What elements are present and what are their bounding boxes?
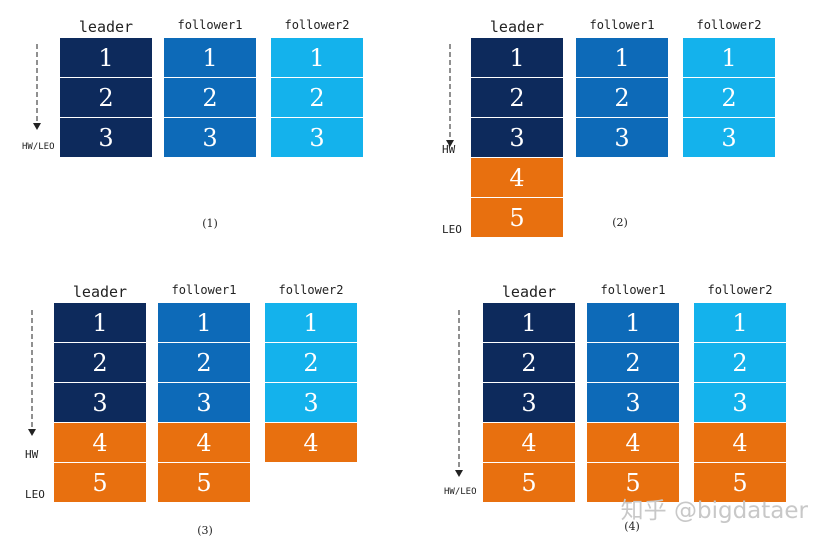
offset-arrow-icon bbox=[28, 310, 36, 436]
watermark: 知乎 @bigdataer bbox=[620, 498, 808, 524]
marker-hw: HW bbox=[25, 448, 39, 461]
uncommitted-message-5: 5 bbox=[471, 198, 563, 237]
committed-message-3: 3 bbox=[587, 383, 679, 422]
committed-message-3: 3 bbox=[271, 118, 363, 157]
committed-message-3: 3 bbox=[158, 383, 250, 422]
committed-message-2: 2 bbox=[265, 343, 357, 382]
column-header-leader: leader bbox=[78, 18, 134, 36]
uncommitted-message-5: 5 bbox=[158, 463, 250, 502]
committed-message-3: 3 bbox=[683, 118, 775, 157]
committed-message-2: 2 bbox=[587, 343, 679, 382]
uncommitted-message-4: 4 bbox=[587, 423, 679, 462]
committed-message-1: 1 bbox=[60, 38, 152, 77]
marker-hw: HW bbox=[442, 143, 456, 156]
committed-message-1: 1 bbox=[271, 38, 363, 77]
committed-message-3: 3 bbox=[483, 383, 575, 422]
column-header-follower2: follower2 bbox=[278, 283, 344, 297]
committed-message-2: 2 bbox=[54, 343, 146, 382]
committed-message-1: 1 bbox=[164, 38, 256, 77]
committed-message-1: 1 bbox=[587, 303, 679, 342]
committed-message-2: 2 bbox=[60, 78, 152, 117]
uncommitted-message-4: 4 bbox=[483, 423, 575, 462]
committed-message-2: 2 bbox=[576, 78, 668, 117]
committed-message-1: 1 bbox=[683, 38, 775, 77]
column-header-leader: leader bbox=[489, 18, 545, 36]
committed-message-2: 2 bbox=[683, 78, 775, 117]
offset-arrow-icon bbox=[446, 44, 454, 147]
uncommitted-message-5: 5 bbox=[483, 463, 575, 502]
committed-message-2: 2 bbox=[483, 343, 575, 382]
column-header-follower1: follower1 bbox=[600, 283, 666, 297]
committed-message-3: 3 bbox=[60, 118, 152, 157]
marker-leo: LEO bbox=[442, 223, 462, 236]
marker-hw-leo: HW/LEO bbox=[22, 142, 55, 152]
column-header-follower1: follower1 bbox=[589, 18, 655, 32]
panel-caption: (3) bbox=[197, 524, 213, 537]
committed-message-3: 3 bbox=[164, 118, 256, 157]
column-header-follower2: follower2 bbox=[707, 283, 773, 297]
committed-message-1: 1 bbox=[265, 303, 357, 342]
column-header-follower2: follower2 bbox=[696, 18, 762, 32]
uncommitted-message-4: 4 bbox=[694, 423, 786, 462]
committed-message-1: 1 bbox=[54, 303, 146, 342]
committed-message-2: 2 bbox=[164, 78, 256, 117]
uncommitted-message-4: 4 bbox=[158, 423, 250, 462]
committed-message-2: 2 bbox=[271, 78, 363, 117]
column-header-follower1: follower1 bbox=[171, 283, 237, 297]
committed-message-1: 1 bbox=[483, 303, 575, 342]
committed-message-3: 3 bbox=[54, 383, 146, 422]
committed-message-3: 3 bbox=[471, 118, 563, 157]
committed-message-1: 1 bbox=[576, 38, 668, 77]
committed-message-1: 1 bbox=[694, 303, 786, 342]
column-header-follower2: follower2 bbox=[284, 18, 350, 32]
column-header-follower1: follower1 bbox=[177, 18, 243, 32]
offset-arrow-icon bbox=[33, 44, 41, 130]
committed-message-2: 2 bbox=[694, 343, 786, 382]
uncommitted-message-5: 5 bbox=[694, 463, 786, 502]
committed-message-3: 3 bbox=[576, 118, 668, 157]
panel-caption: (1) bbox=[202, 217, 218, 230]
committed-message-1: 1 bbox=[158, 303, 250, 342]
column-header-leader: leader bbox=[501, 283, 557, 301]
marker-leo: LEO bbox=[25, 488, 45, 501]
committed-message-2: 2 bbox=[471, 78, 563, 117]
uncommitted-message-5: 5 bbox=[54, 463, 146, 502]
uncommitted-message-4: 4 bbox=[265, 423, 357, 462]
marker-hw-leo: HW/LEO bbox=[444, 487, 477, 497]
uncommitted-message-4: 4 bbox=[54, 423, 146, 462]
committed-message-1: 1 bbox=[471, 38, 563, 77]
column-header-leader: leader bbox=[72, 283, 128, 301]
uncommitted-message-4: 4 bbox=[471, 158, 563, 197]
panel-caption: (2) bbox=[612, 216, 628, 229]
committed-message-2: 2 bbox=[158, 343, 250, 382]
offset-arrow-icon bbox=[455, 310, 463, 477]
panel-caption: (4) bbox=[624, 520, 640, 533]
committed-message-3: 3 bbox=[265, 383, 357, 422]
uncommitted-message-5: 5 bbox=[587, 463, 679, 502]
committed-message-3: 3 bbox=[694, 383, 786, 422]
